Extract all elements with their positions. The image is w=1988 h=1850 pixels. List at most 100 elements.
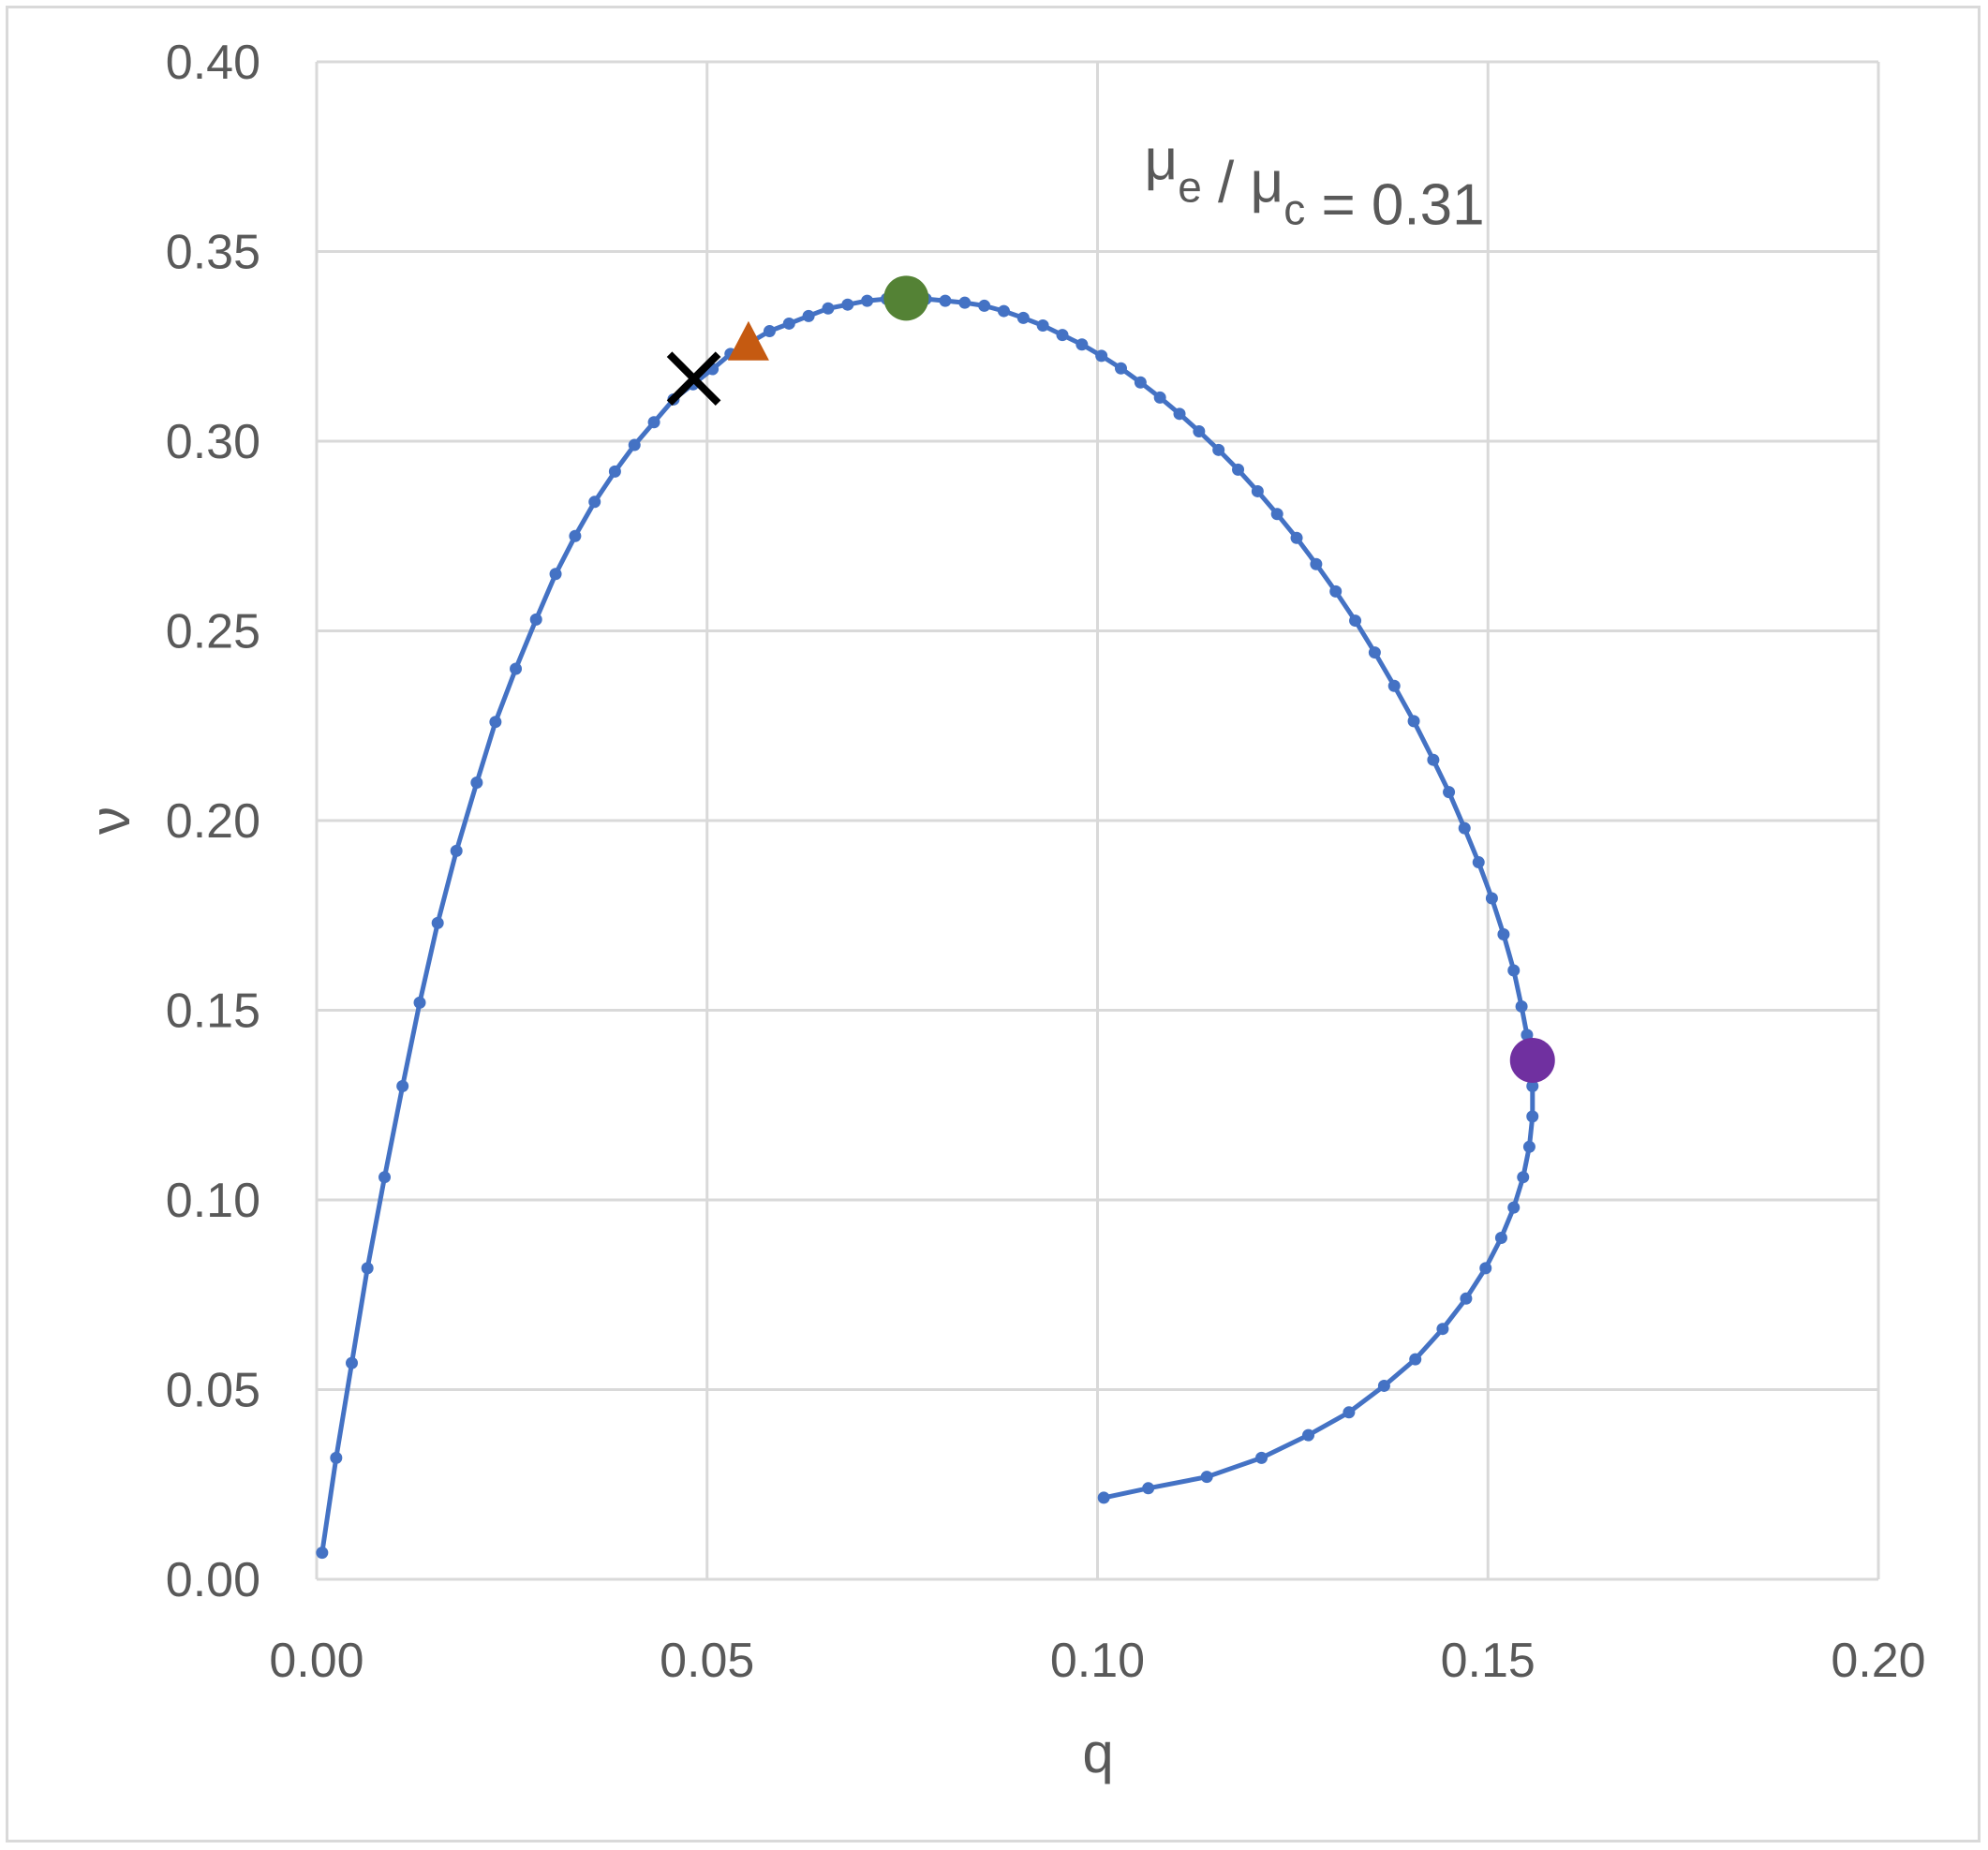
data-series	[316, 291, 1539, 1560]
y-tick-label: 0.10	[166, 1174, 260, 1228]
data-point	[431, 916, 444, 929]
data-point	[1526, 1110, 1539, 1123]
annotation-text: = 0.31	[1305, 173, 1484, 238]
data-point	[1076, 338, 1089, 351]
data-point	[1016, 311, 1030, 324]
data-point	[1460, 1292, 1473, 1305]
data-point	[529, 613, 542, 626]
y-tick-label: 0.40	[166, 36, 260, 90]
data-point	[1409, 1353, 1422, 1366]
chart-frame	[6, 6, 1981, 1843]
data-point	[1302, 1428, 1315, 1442]
x-tick-label: 0.10	[1050, 1634, 1145, 1688]
highlight-x-marker	[666, 351, 721, 407]
data-point	[1494, 1232, 1507, 1244]
x-tick-label: 0.00	[269, 1634, 363, 1688]
data-point	[958, 296, 972, 309]
data-point	[1368, 646, 1381, 659]
data-point	[1056, 329, 1069, 342]
highlight-circle-marker	[1509, 1037, 1555, 1083]
data-point	[628, 438, 641, 451]
data-point	[396, 1080, 409, 1092]
data-point	[1255, 1451, 1268, 1464]
data-point	[1521, 1029, 1534, 1042]
x-tick-label: 0.05	[660, 1634, 754, 1688]
y-tick-label: 0.15	[166, 984, 260, 1039]
data-point	[978, 299, 991, 312]
data-point	[450, 844, 463, 857]
tick-labels: 0.00 0.05 0.10 0.15 0.20 0.00 0.05 0.10 0.15 0.20…	[166, 36, 1926, 1688]
data-point	[361, 1262, 374, 1275]
y-tick-label: 0.20	[166, 794, 260, 849]
data-point	[1232, 463, 1245, 476]
data-point	[1458, 821, 1471, 835]
y-axis-title: ν	[79, 807, 141, 835]
data-point	[1173, 407, 1186, 421]
data-point	[1200, 1471, 1213, 1484]
data-point	[1427, 753, 1440, 766]
data-point	[1507, 1201, 1521, 1214]
data-point	[1485, 892, 1498, 905]
data-point	[1290, 531, 1303, 544]
data-point	[588, 496, 601, 509]
data-point	[1153, 391, 1166, 404]
data-point	[763, 325, 776, 338]
data-point	[782, 317, 795, 330]
data-point	[569, 529, 582, 542]
data-point	[1526, 1080, 1539, 1092]
x-axis-title: q	[1082, 1722, 1113, 1784]
data-point	[1212, 443, 1225, 456]
data-point	[1115, 362, 1128, 375]
data-point	[1193, 424, 1206, 437]
y-tick-label: 0.00	[166, 1553, 260, 1607]
data-point	[1310, 557, 1323, 570]
data-point	[378, 1171, 392, 1184]
data-point	[1507, 964, 1521, 977]
highlight-circle-marker	[883, 275, 929, 321]
highlight-triangle-marker	[727, 320, 769, 361]
data-point	[1097, 1491, 1110, 1504]
data-point	[841, 298, 854, 311]
data-point	[1142, 1482, 1155, 1495]
data-point	[1387, 679, 1401, 692]
data-point	[1134, 376, 1147, 389]
annotation-text: / μ	[1202, 151, 1283, 215]
data-point	[470, 777, 483, 789]
data-point	[510, 662, 523, 675]
data-point	[1436, 1323, 1449, 1336]
data-point	[346, 1356, 359, 1369]
y-tick-label: 0.30	[166, 415, 260, 469]
data-point	[1479, 1262, 1492, 1275]
x-marker-stroke	[666, 351, 721, 407]
data-point	[489, 716, 502, 729]
data-point	[1377, 1379, 1390, 1392]
series-line	[319, 295, 1536, 1556]
data-point	[1443, 786, 1456, 799]
data-point	[1251, 484, 1264, 497]
y-tick-label: 0.25	[166, 605, 260, 659]
x-tick-label: 0.20	[1831, 1634, 1925, 1688]
data-point	[1036, 318, 1049, 332]
ratio-annotation: μe / μc = 0.31	[1145, 128, 1485, 238]
data-point	[549, 568, 562, 581]
data-point	[316, 1547, 329, 1560]
annotation-subscript: c	[1283, 185, 1305, 234]
data-point	[1343, 1406, 1356, 1419]
data-point	[1349, 614, 1362, 628]
data-point	[1522, 1140, 1536, 1153]
data-point	[997, 304, 1010, 318]
y-tick-label: 0.05	[166, 1364, 260, 1418]
data-point	[802, 309, 815, 322]
data-point	[413, 996, 426, 1009]
data-point	[1472, 856, 1485, 869]
data-point	[1270, 508, 1283, 521]
data-point	[1407, 715, 1420, 728]
x-tick-label: 0.15	[1441, 1634, 1536, 1688]
data-point	[1517, 1171, 1530, 1184]
data-point	[939, 294, 952, 307]
data-point	[330, 1451, 343, 1464]
highlight-markers	[666, 275, 1555, 1083]
data-point	[1515, 999, 1528, 1013]
data-point	[608, 465, 621, 478]
